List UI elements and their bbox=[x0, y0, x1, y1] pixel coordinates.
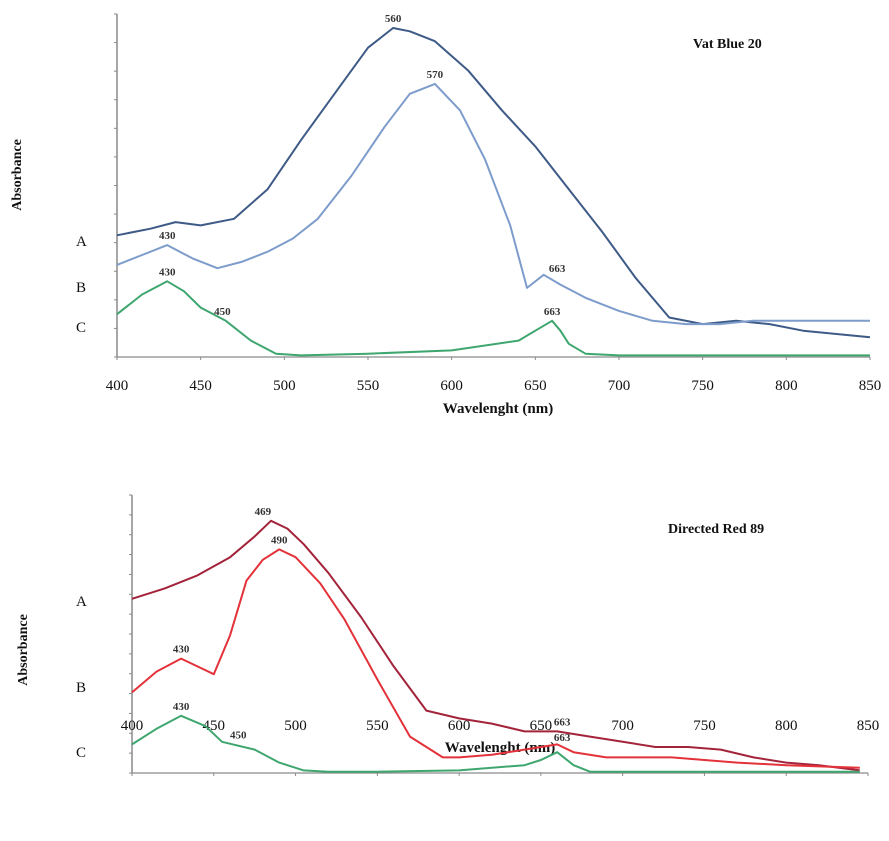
curve-label-a: A bbox=[76, 234, 87, 250]
peak-label: 469 bbox=[255, 506, 272, 518]
peak-label: 663 bbox=[554, 732, 571, 744]
x-tick-label: 600 bbox=[440, 378, 463, 394]
x-tick-label: 650 bbox=[524, 378, 547, 394]
peak-label: 430 bbox=[159, 266, 176, 278]
x-tick-label: 750 bbox=[693, 718, 716, 734]
peak-label: 490 bbox=[271, 534, 288, 546]
x-tick-label: 600 bbox=[448, 718, 471, 734]
chart-vat-blue-20: Vat Blue 20 Absorbance Wavelenght (nm) A… bbox=[10, 13, 881, 417]
series-line-1 bbox=[131, 519, 860, 772]
chart-title: Vat Blue 20 bbox=[693, 37, 762, 52]
chart-directed-red-89: Directed Red 89 Absorbance Wavelenght (n… bbox=[16, 494, 880, 776]
peak-label: 570 bbox=[427, 69, 444, 81]
x-tick-label: 550 bbox=[357, 378, 380, 394]
curve-label-b: B bbox=[76, 280, 86, 296]
x-tick-label: 400 bbox=[121, 718, 144, 734]
curve-label-b: B bbox=[76, 680, 86, 696]
series-line-2 bbox=[131, 548, 860, 769]
peak-label: 560 bbox=[385, 13, 402, 25]
x-tick-label: 700 bbox=[611, 718, 634, 734]
series-line-1 bbox=[116, 27, 871, 339]
plot-area: 400 450 500 550 600 650 700 750 800 850 560 570 430 6… bbox=[106, 13, 882, 394]
curve-label-c: C bbox=[76, 320, 86, 336]
x-tick-label: 650 bbox=[530, 718, 553, 734]
x-tick-label: 850 bbox=[859, 378, 882, 394]
x-axis-label: Wavelenght (nm) bbox=[445, 740, 555, 756]
peak-label: 663 bbox=[544, 306, 561, 318]
x-tick-label: 800 bbox=[775, 378, 798, 394]
peak-label: 430 bbox=[159, 230, 176, 242]
x-tick-label: 800 bbox=[775, 718, 798, 734]
peak-label: 663 bbox=[554, 716, 571, 728]
x-tick-label: 550 bbox=[366, 718, 389, 734]
y-axis-label: Absorbance bbox=[10, 139, 25, 211]
x-tick-label: 700 bbox=[608, 378, 631, 394]
peak-label: 450 bbox=[230, 729, 247, 741]
curve-label-a: A bbox=[76, 594, 87, 610]
x-tick-label: 500 bbox=[273, 378, 296, 394]
peak-label: 450 bbox=[214, 306, 231, 318]
peak-label: 663 bbox=[549, 263, 566, 275]
x-tick-label: 500 bbox=[284, 718, 307, 734]
series-line-3 bbox=[116, 280, 870, 357]
x-tick-label: 450 bbox=[189, 378, 212, 394]
x-tick-label: 750 bbox=[691, 378, 714, 394]
chart-title: Directed Red 89 bbox=[668, 522, 764, 537]
series-line-3 bbox=[131, 714, 860, 773]
y-axis-label: Absorbance bbox=[16, 614, 31, 686]
x-tick-label: 400 bbox=[106, 378, 129, 394]
x-tick-label: 850 bbox=[857, 718, 880, 734]
x-axis-label: Wavelenght (nm) bbox=[443, 401, 553, 417]
plot-area: 400 450 500 550 600 650 700 750 800 850 469 490 430 4… bbox=[121, 494, 880, 776]
series-line-2 bbox=[116, 82, 870, 326]
peak-label: 430 bbox=[173, 644, 190, 656]
curve-label-c: C bbox=[76, 745, 86, 761]
peak-label: 430 bbox=[173, 701, 190, 713]
